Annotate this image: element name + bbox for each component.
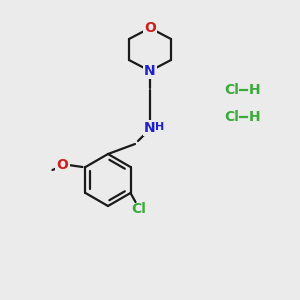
Text: H: H — [249, 110, 261, 124]
Text: H: H — [155, 122, 165, 132]
Text: O: O — [56, 158, 68, 172]
Text: Cl: Cl — [131, 202, 146, 216]
Text: N: N — [144, 121, 156, 135]
Text: Cl: Cl — [225, 110, 239, 124]
Text: Cl: Cl — [225, 83, 239, 97]
Text: H: H — [249, 83, 261, 97]
Text: O: O — [144, 21, 156, 35]
Text: N: N — [144, 64, 156, 78]
